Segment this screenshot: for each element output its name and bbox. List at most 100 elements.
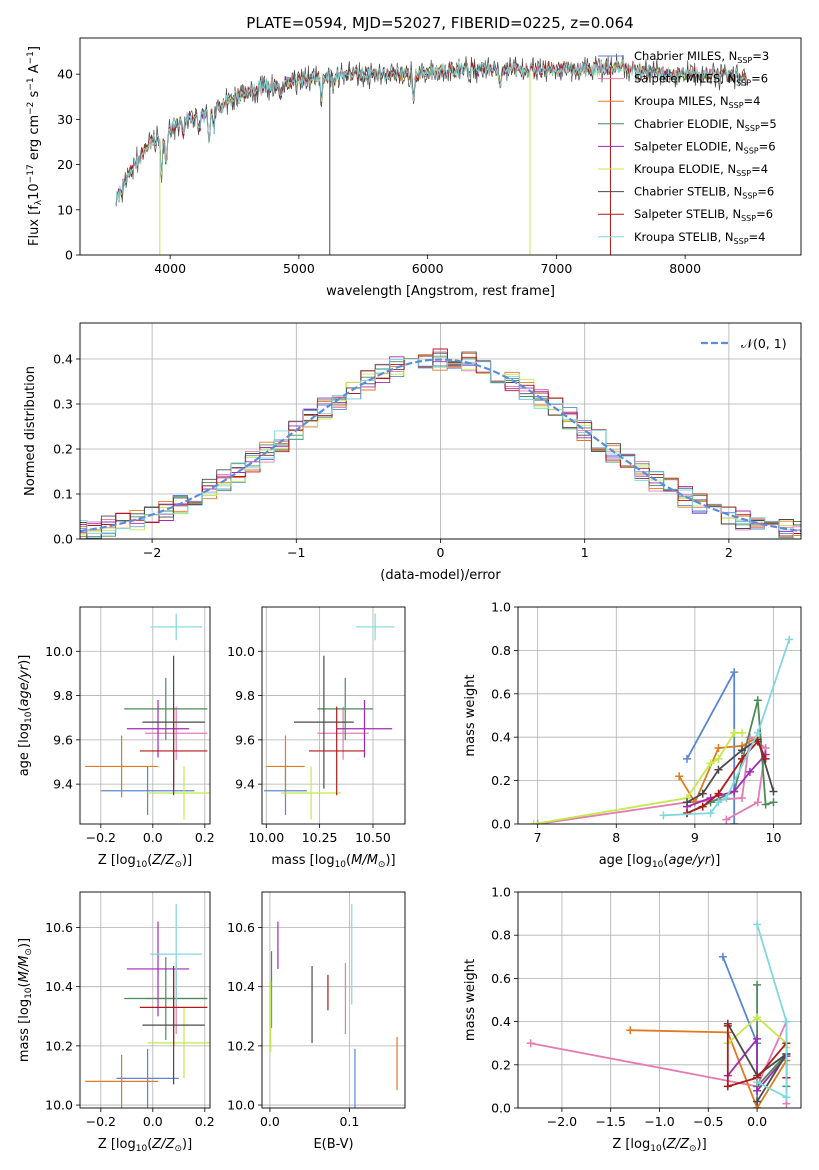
weight-marker-kroupa-stelib (785, 635, 794, 644)
x-tick-label: 7 (534, 830, 542, 845)
x-tick-label: 0.0 (143, 830, 163, 845)
y-tick-label: 10 (57, 202, 73, 217)
y-tick-label: 10.0 (227, 644, 255, 659)
weight-marker-chabrier-stelib (738, 746, 747, 755)
x-tick-label: 10.00 (248, 830, 284, 845)
weight-marker-chabrier-elodie (769, 798, 778, 807)
plot-layer (85, 903, 210, 1108)
weight-marker-salpeter-miles (526, 1039, 535, 1048)
legend-label: Salpeter ELODIE, NSSP=6 (634, 139, 776, 155)
weight-line-kroupa-miles (630, 1029, 788, 1108)
weight-vs-z-ylabel: mass weight (463, 959, 478, 1041)
weight-marker-chabrier-stelib (753, 1097, 762, 1106)
x-tick-label: 0 (437, 545, 445, 560)
weight-line-kroupa-stelib (756, 924, 788, 1099)
figure-title: PLATE=0594, MJD=52027, FIBERID=0225, z=0… (246, 14, 633, 32)
weight-marker-salpeter-elodie (745, 767, 754, 776)
spectrum-xlabel: wavelength [Angstrom, rest frame] (326, 284, 555, 299)
legend-label: Chabrier STELIB, NSSP=6 (634, 185, 774, 201)
y-tick-label: 0 (65, 248, 73, 263)
residuals-ylabel: Normed distribution (23, 366, 38, 496)
y-tick-label: 0.0 (53, 532, 73, 547)
legend-label: Kroupa STELIB, NSSP=4 (634, 230, 765, 246)
y-tick-label: 0.2 (53, 442, 73, 457)
weight-marker-salpeter-stelib (761, 754, 770, 763)
weight-marker-kroupa-elodie (738, 728, 747, 737)
legend-normal-label: 𝒩(0, 1) (741, 336, 787, 351)
x-tick-label: 7000 (540, 261, 572, 276)
weight-vs-z-xlabel: Z [log10(Z/Z⊙)] (612, 1137, 706, 1154)
weight-marker-salpeter-stelib (723, 1021, 732, 1030)
x-tick-label: 6000 (412, 261, 444, 276)
weight-line-chabrier-stelib (727, 1023, 788, 1102)
legend-label: Salpeter MILES, NSSP=6 (634, 72, 768, 88)
weight-marker-salpeter-elodie (730, 787, 739, 796)
grid-layer (80, 607, 210, 824)
weight-marker-chabrier-elodie (761, 800, 770, 809)
x-tick-label: −2.0 (547, 1114, 577, 1129)
y-tick-label: 0.1 (53, 487, 73, 502)
spectrum-ylabel: Flux [fλ10−17 erg cm−2 s−1 A−1] (26, 46, 44, 246)
grid-layer (262, 892, 405, 1108)
mass-vs-z-xlabel: Z [log10(Z/Z⊙)] (98, 1137, 192, 1154)
spectrum-line-kroupa-stelib (115, 58, 747, 205)
y-tick-label: 10.2 (227, 1038, 255, 1053)
y-tick-label: 9.8 (235, 688, 255, 703)
x-tick-label: 0.1 (339, 1114, 359, 1129)
residuals-panel: (data-model)/error Normed distribution −… (23, 322, 802, 583)
weight-line-kroupa-stelib (663, 639, 791, 817)
y-tick-label: 0.2 (491, 1057, 511, 1072)
legend-label: Chabrier MILES, NSSP=3 (634, 49, 769, 65)
x-tick-label: −1.5 (596, 1114, 626, 1129)
weight-marker-kroupa-miles (626, 1026, 635, 1035)
y-tick-label: 0.4 (53, 352, 73, 367)
plot-layer (80, 348, 801, 539)
x-tick-label: 1 (581, 545, 589, 560)
weight-marker-kroupa-stelib (722, 793, 731, 802)
x-tick-label: 5000 (283, 261, 315, 276)
plot-layer (85, 613, 210, 820)
y-tick-label: 9.4 (235, 777, 255, 792)
weight-marker-chabrier-elodie (753, 980, 762, 989)
residuals-xlabel: (data-model)/error (380, 568, 501, 583)
weight-vs-age-panel: age [log10(age/yr)] mass weight 7 8 9 10 0.0… (463, 600, 802, 870)
y-tick-label: 0.8 (491, 928, 511, 943)
x-tick-label: 0.2 (195, 1114, 215, 1129)
y-tick-label: 1.0 (491, 600, 511, 615)
y-tick-label: 10.0 (227, 1098, 255, 1113)
weight-marker-salpeter-stelib (723, 1082, 732, 1091)
weight-marker-chabrier-stelib (683, 798, 692, 807)
age-vs-z-panel: Z [log10(Z/Z⊙)] age [log10(age/yr)] −0.2… (17, 606, 215, 870)
weight-line-chabrier-elodie (686, 700, 774, 814)
weight-marker-kroupa-stelib (753, 920, 762, 929)
mass-vs-ebv-panel: E(B-V) 0.0 0.1 10.0 10.2 10.4 10.6 (227, 891, 406, 1152)
x-tick-label: 2 (725, 545, 733, 560)
y-tick-label: 10.6 (45, 920, 73, 935)
x-tick-label: 0.0 (747, 1114, 767, 1129)
weight-marker-chabrier-miles (718, 952, 727, 961)
weight-marker-salpeter-miles (753, 798, 762, 807)
weight-marker-chabrier-miles (683, 754, 692, 763)
y-tick-label: 10.0 (45, 644, 73, 659)
y-tick-label: 30 (57, 112, 73, 127)
grid-layer (262, 607, 405, 824)
grid-layer (80, 892, 210, 1108)
weight-vs-z-axes-frame (517, 891, 802, 1109)
age-vs-z-ylabel: age [log10(age/yr)] (17, 655, 34, 777)
x-tick-label: −0.5 (693, 1114, 723, 1129)
weight-vs-age-axes-frame (517, 606, 802, 825)
x-tick-label: 0.2 (195, 830, 215, 845)
spectrum-axes-frame (79, 37, 802, 256)
x-tick-label: 4000 (154, 261, 186, 276)
weight-marker-kroupa-stelib (782, 1093, 791, 1102)
x-tick-label: −1 (287, 545, 305, 560)
weight-marker-kroupa-stelib (753, 728, 762, 737)
weight-marker-kroupa-miles (714, 744, 723, 753)
y-tick-label: 20 (57, 157, 73, 172)
y-tick-label: 0.0 (491, 1101, 511, 1116)
age-vs-mass-xlabel: mass [log10(M/M⊙)] (271, 853, 395, 870)
x-tick-label: 8 (612, 830, 620, 845)
y-tick-label: 0.4 (491, 730, 511, 745)
x-tick-label: 0.0 (260, 1114, 280, 1129)
